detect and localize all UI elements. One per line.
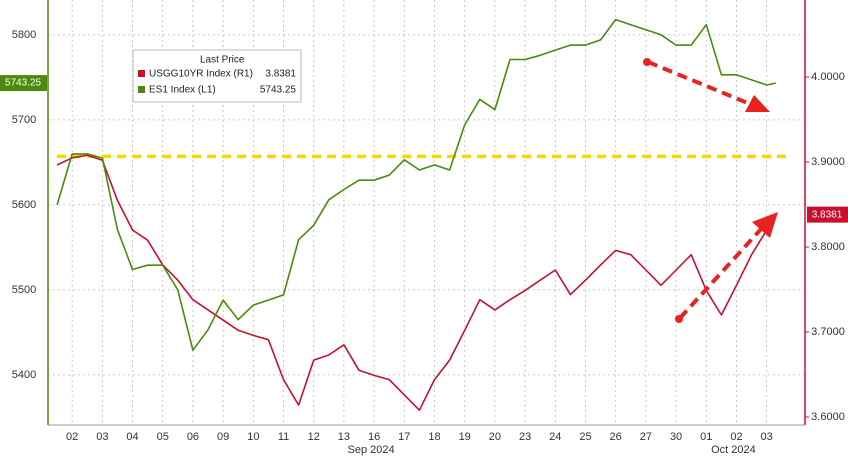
x-tick-label: 03 [761,431,773,443]
x-tick-label: 04 [126,431,138,443]
y2-tick-label: 3.8000 [811,241,845,253]
x-tick-label: 24 [549,431,561,443]
legend-value: 5743.25 [260,85,297,96]
x-tick-label: 23 [519,431,531,443]
x-group-label: Oct 2024 [711,444,756,456]
x-tick-label: 19 [459,431,471,443]
y-tick-label: 5600 [12,199,36,211]
legend-box [132,49,302,103]
y2-tick-label: 4.0000 [811,71,845,83]
x-tick-label: 25 [579,431,591,443]
x-tick-label: 17 [398,431,410,443]
arrow-start [675,315,683,323]
legend-swatch [138,70,145,77]
grid [48,0,805,425]
arrow-up [678,226,764,320]
x-tick-label: 06 [187,431,199,443]
x-tick-label: 12 [308,431,320,443]
axis-labels: 5400 5500 5600 5700 5800 3.6000 3.7000 3.8000 3.… [0,29,848,456]
x-tick-label: 02 [66,431,78,443]
lines [56,18,790,411]
x-tick-label: 18 [428,431,440,443]
arrow-head [752,212,778,238]
arrow-start [643,58,651,66]
arrow-head [745,95,770,112]
x-tick-label: 01 [700,431,712,443]
x-tick-label: 03 [96,431,108,443]
legend-label: USGG10YR Index (R1) [149,69,253,80]
series-line [56,18,776,351]
x-group-label: Sep 2024 [348,444,395,456]
y-tick-label: 5800 [12,29,36,41]
x-tick-label: 20 [489,431,501,443]
legend-value: 3.8381 [265,69,296,80]
annotation-arrows [643,58,778,323]
x-tick-label: 13 [338,431,350,443]
x-tick-label: 26 [610,431,622,443]
y2-tick-label: 3.6000 [811,411,845,423]
x-tick-label: 02 [730,431,742,443]
y2-tick-label: 3.7000 [811,326,845,338]
x-tick-label: 27 [640,431,652,443]
series-line [56,154,777,411]
last-value-box [0,75,47,92]
legend-label: ES1 Index (L1) [149,85,216,96]
x-tick-label: 10 [247,431,259,443]
legend-title: Last Price [200,55,245,66]
last-value-label: 3.8381 [812,209,843,220]
y-tick-label: 5700 [12,114,36,126]
y-tick-label: 5400 [12,369,36,381]
legend: Last Price USGG10YR Index (R1) 3.8381 ES… [132,49,302,103]
x-tick-label: 30 [670,431,682,443]
last-value-label: 5743.25 [5,78,42,89]
legend-swatch [138,86,145,93]
arrow-down [647,60,751,106]
x-tick-label: 05 [157,431,169,443]
last-value-box [807,206,848,223]
y-tick-label: 5500 [12,284,36,296]
x-tick-label: 11 [278,431,289,443]
x-tick-label: 16 [368,431,380,443]
y2-tick-label: 3.9000 [811,156,845,168]
x-tick-label: 09 [217,431,229,443]
